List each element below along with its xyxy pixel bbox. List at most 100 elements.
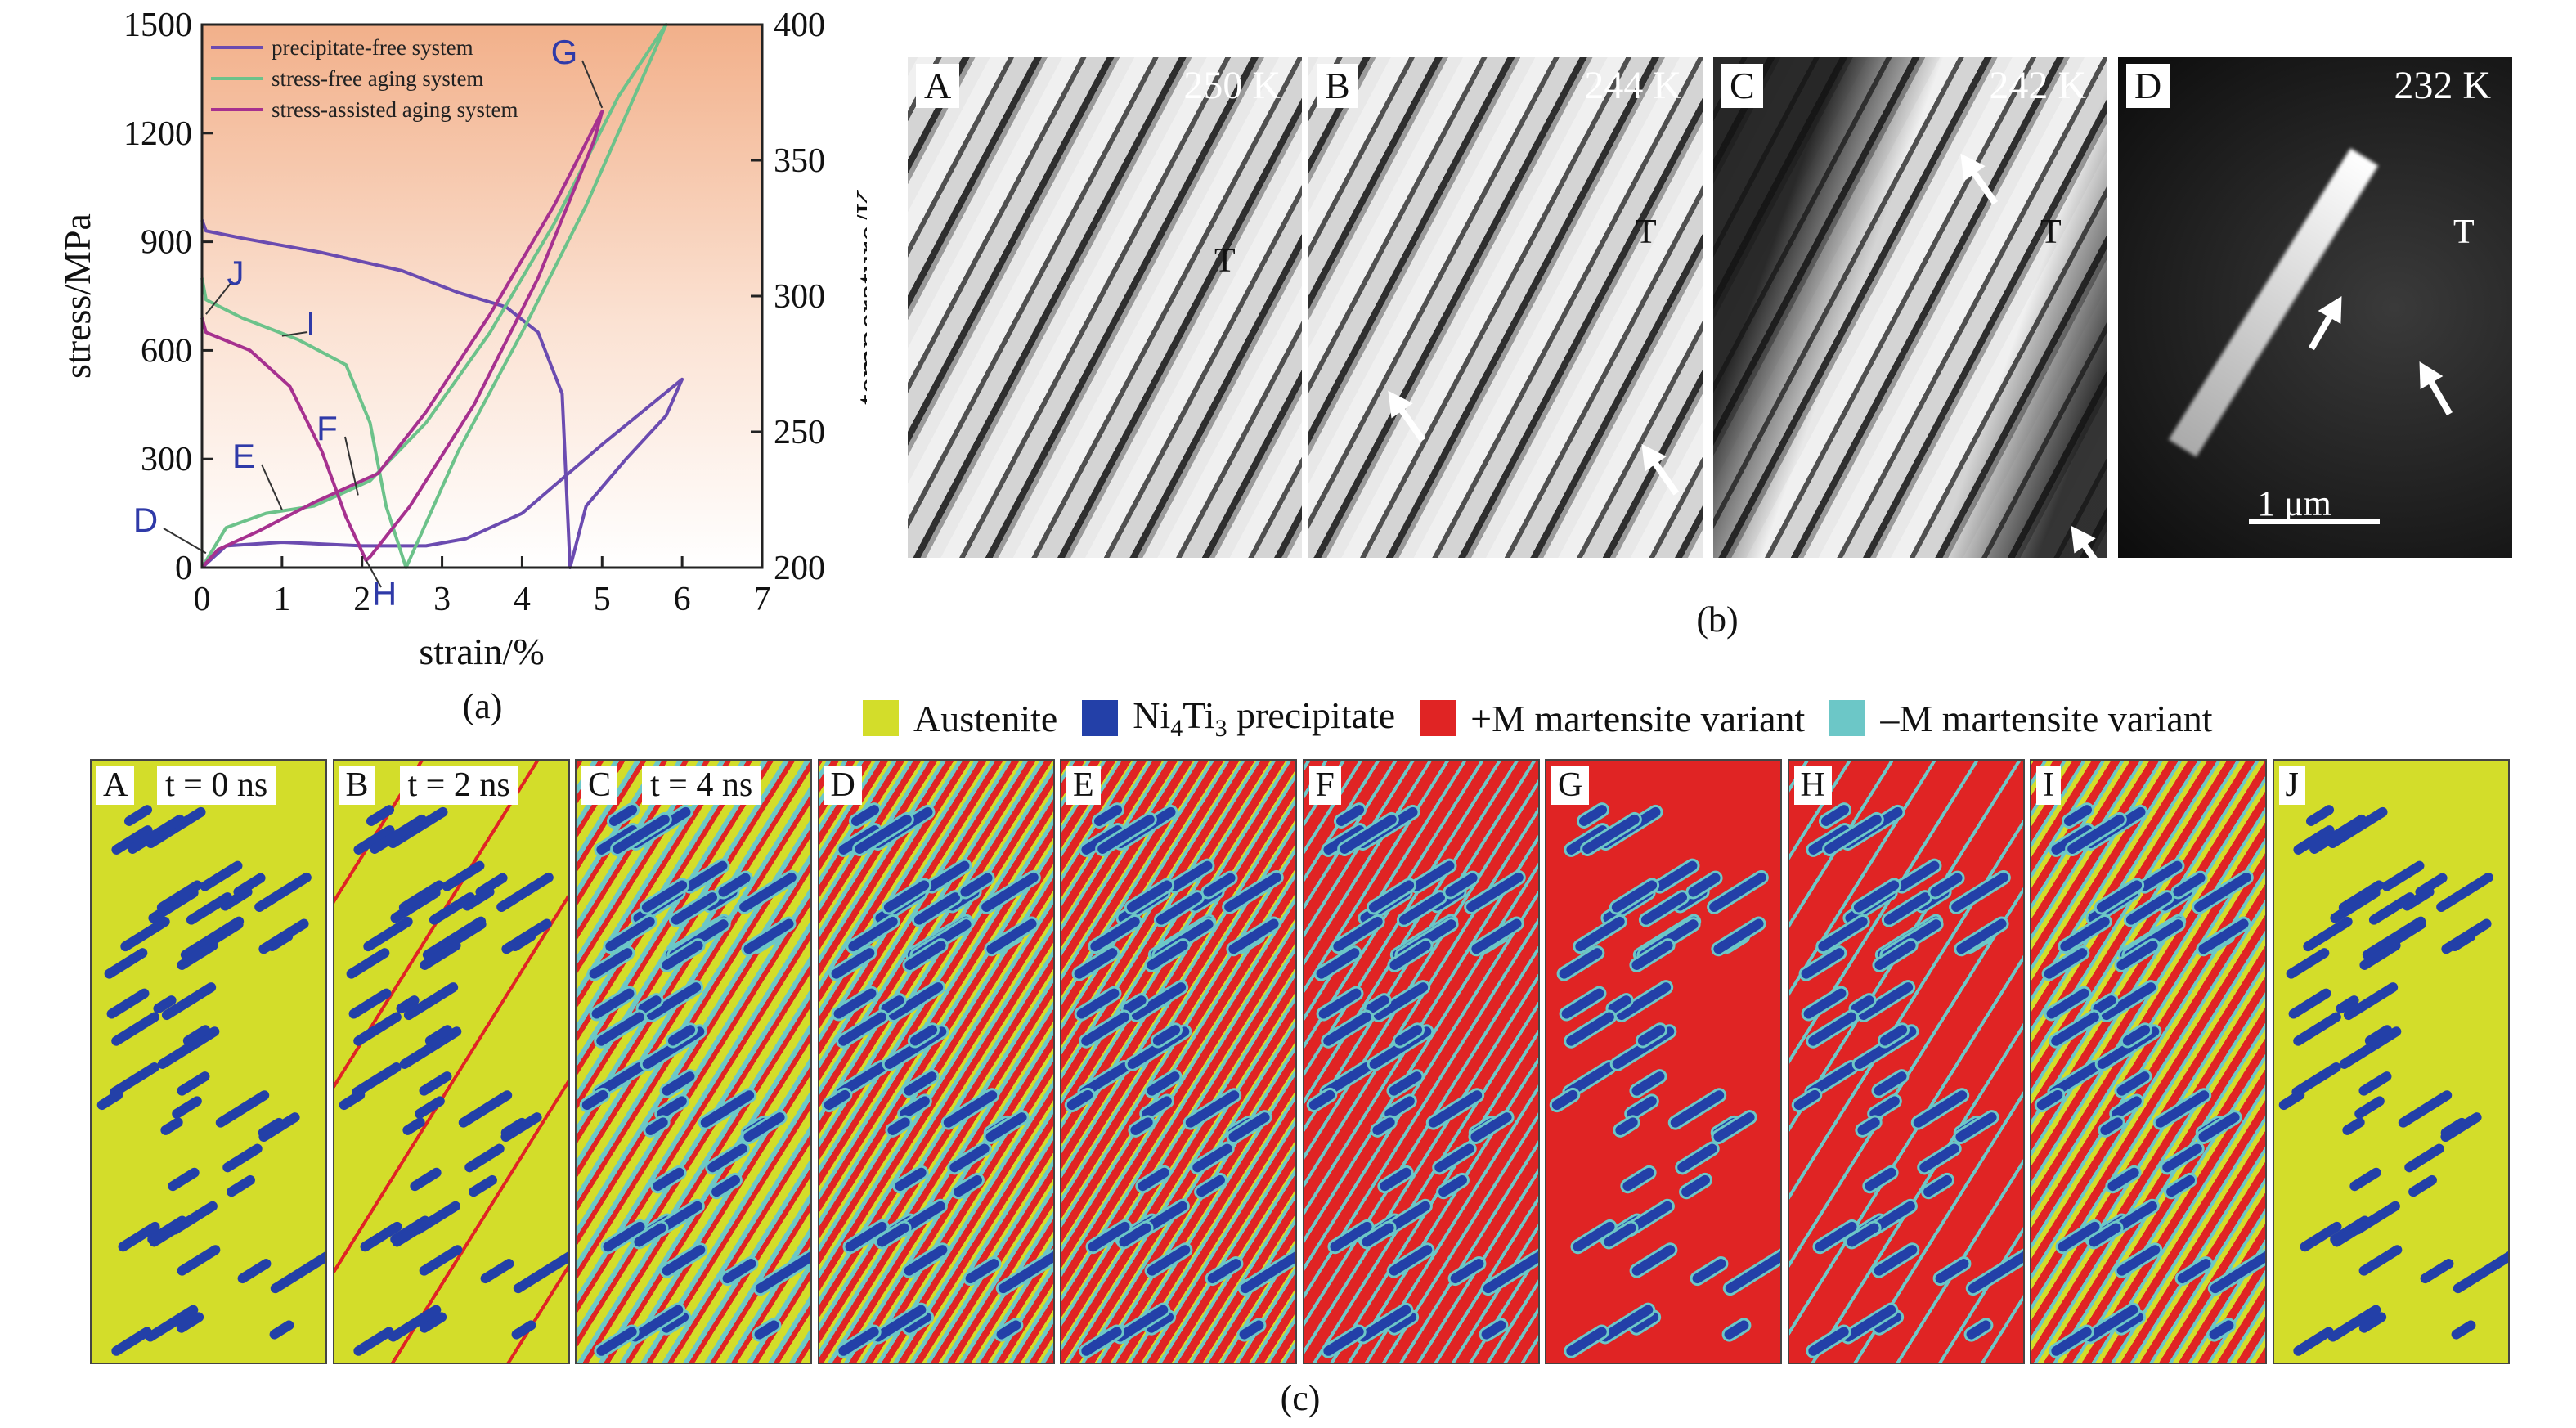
precipitate-particle xyxy=(478,1256,516,1286)
precipitate-particle xyxy=(698,1089,756,1130)
y-tick-label: 300 xyxy=(141,441,192,478)
precipitate-particle xyxy=(2340,1115,2367,1137)
precipitate-particle xyxy=(267,1318,296,1342)
sim-panel-letter: F xyxy=(1308,766,1341,805)
precipitate-particle xyxy=(604,914,657,953)
sim-panel-letter: B xyxy=(339,766,375,805)
precipitate-particle xyxy=(1382,1093,1417,1120)
dark-region xyxy=(1713,57,2107,558)
precipitate-particle xyxy=(1125,1024,1192,1071)
sim-panel-letter: E xyxy=(1066,766,1101,805)
precipitate-particle xyxy=(456,1089,514,1130)
precipitate-particle xyxy=(886,1115,913,1137)
legend-minus-martensite: –M martensite variant xyxy=(1829,697,2213,740)
precipitate-particle xyxy=(1852,1024,1919,1071)
precipitate-particle xyxy=(1436,1173,1470,1198)
precipitate-particle xyxy=(1625,1093,1659,1120)
precipitate-particle xyxy=(1630,1243,1677,1278)
precipitate-particle xyxy=(837,1010,889,1049)
precipitate-particle xyxy=(236,1256,274,1286)
sim-panel-letter: C xyxy=(581,766,618,805)
precipitate-particle xyxy=(660,1243,707,1278)
precipitate-particle xyxy=(352,1010,404,1049)
x-tick-label: 3 xyxy=(433,581,451,618)
precipitate-particle xyxy=(1806,1324,1851,1358)
sim-panel-E: E xyxy=(1060,759,1297,1364)
precipitate-particle xyxy=(2451,1248,2508,1296)
precipitate-particle xyxy=(948,1142,991,1175)
precipitate-particle xyxy=(417,1243,464,1278)
tem-panel-letter: C xyxy=(1721,64,1763,108)
precipitate-particle xyxy=(897,1093,932,1120)
tem-temperature: 232 K xyxy=(2394,64,2491,107)
annotation-D: D xyxy=(133,501,158,539)
annotation-leader-E xyxy=(261,464,283,510)
precipitate-particle xyxy=(2439,917,2493,956)
precipitate-particle xyxy=(1577,802,1609,828)
precipitate-particle xyxy=(1802,986,1849,1021)
precipitate-particle xyxy=(1964,1318,1994,1342)
tem-panel-A: A 250 K T xyxy=(908,57,1302,558)
precipitate-particle xyxy=(175,1243,222,1278)
precipitate-particle xyxy=(882,1024,949,1071)
legend-austenite-label: Austenite xyxy=(913,697,1058,739)
precipitate-particle xyxy=(1322,1010,1374,1049)
annotation-E: E xyxy=(232,437,255,475)
precipitate-particle xyxy=(660,1070,697,1098)
precipitate-particle xyxy=(1610,1024,1676,1071)
precipitate-particle xyxy=(1140,1093,1174,1120)
precipitate-particle xyxy=(1317,986,1364,1021)
y-right-tick-label: 200 xyxy=(774,550,825,587)
sim-panel-H: H xyxy=(1787,759,2025,1364)
precipitate-particle xyxy=(155,1024,222,1071)
precipitate-particle xyxy=(408,1165,443,1193)
precipitate-particle xyxy=(213,1089,272,1130)
precipitate-particle xyxy=(1469,917,1524,956)
precipitate-particle xyxy=(1092,802,1124,828)
precipitate-particle xyxy=(1075,986,1121,1021)
sim-panel-letter: D xyxy=(824,766,862,805)
y-right-axis-label: temperature/K xyxy=(848,187,867,405)
precipitate-particle xyxy=(511,1248,568,1296)
sim-time-label: t = 2 ns xyxy=(399,766,518,805)
series-line-1 xyxy=(200,219,684,569)
precipitate-particle xyxy=(1237,1318,1266,1342)
precipitate-particle xyxy=(170,1093,204,1120)
precipitate-particle xyxy=(1331,914,1384,953)
tem-panel-letter: B xyxy=(1317,64,1358,108)
precipitate-particle xyxy=(1722,1318,1751,1342)
precipitate-particle xyxy=(1479,1318,1509,1342)
precipitate-particle xyxy=(902,1243,949,1278)
precipitate-particle xyxy=(361,914,415,953)
precipitate-particle xyxy=(165,1165,201,1193)
austenite-swatch xyxy=(863,700,899,736)
precipitate-particle xyxy=(1668,1089,1726,1130)
sim-time-label: t = 4 ns xyxy=(642,766,761,805)
sim-panel-letter: I xyxy=(2036,766,2061,805)
annotation-G: G xyxy=(551,33,578,71)
precipitate-particle xyxy=(1335,802,1367,828)
precipitate-particle xyxy=(2098,1115,2125,1137)
precipitate-particle xyxy=(1190,1142,1234,1175)
precipitate-particle xyxy=(963,1256,1001,1286)
precipitate-particle xyxy=(2058,914,2112,953)
precipitate-particle xyxy=(1183,1089,1241,1130)
y-right-tick-label: 250 xyxy=(774,414,825,451)
precipitate-particle xyxy=(1128,1115,1156,1137)
precipitate-particle xyxy=(1145,1243,1192,1278)
precipitate-particle xyxy=(2115,1243,2162,1278)
annotation-leader-D xyxy=(163,528,207,555)
precipitate-particle xyxy=(268,1248,325,1296)
minus-martensite-swatch xyxy=(1829,700,1866,736)
x-tick-label: 2 xyxy=(353,581,370,618)
precipitate-particle xyxy=(994,1318,1024,1342)
precipitate-particle xyxy=(257,917,311,956)
precipitate-particle xyxy=(1088,914,1142,953)
precipitate-particle xyxy=(984,917,1039,956)
precipitate-particle xyxy=(2105,1165,2141,1193)
precipitate-particle xyxy=(705,1142,749,1175)
scale-bar-label: 1 μm xyxy=(2257,483,2331,523)
precipitate-particle xyxy=(1613,1115,1640,1137)
y-tick-label: 1200 xyxy=(123,115,192,153)
precipitate-particle xyxy=(2406,1173,2439,1198)
